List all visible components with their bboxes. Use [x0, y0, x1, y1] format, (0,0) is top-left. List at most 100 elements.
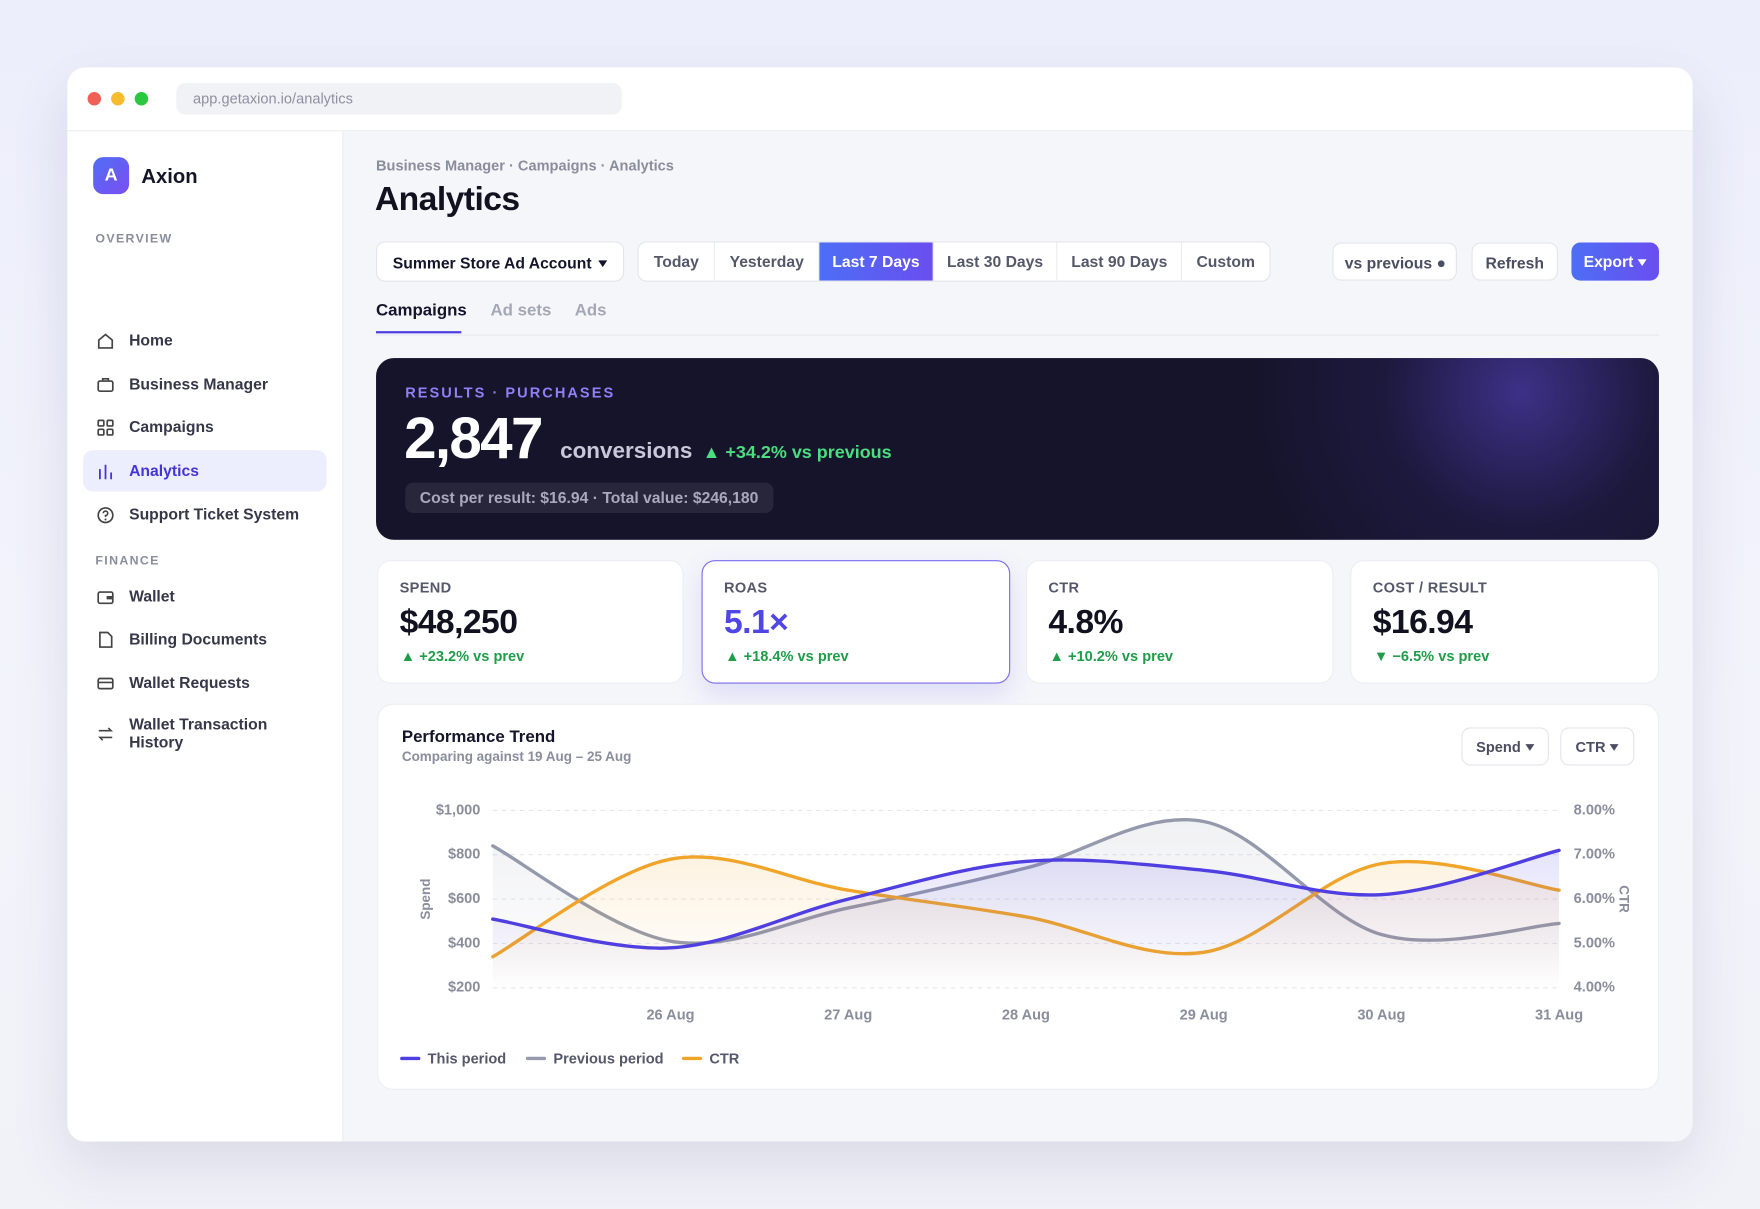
y2-tick-label: 5.00% [1574, 935, 1615, 951]
y2-tick-label: 6.00% [1574, 891, 1615, 907]
caret [1637, 259, 1647, 267]
y2-tick-label: 8.00% [1574, 802, 1615, 818]
tab-divider [376, 334, 1659, 336]
chart-title: Performance Trend [401, 727, 556, 747]
close-dot[interactable] [87, 92, 102, 106]
x-tick-label: 27 Aug [824, 1008, 872, 1024]
x-tick-label: 31 Aug [1535, 1008, 1583, 1024]
plot: $200 $400 $600 $800 $1,000 4.00% 5.00% 6.00% 7.0… [400, 802, 1632, 1067]
results-banner: RESULTS · PURCHASES 2,847 conversions ▲ … [376, 358, 1659, 540]
x-tick-label: 29 Aug [1180, 1008, 1228, 1024]
nav-label: Support Ticket System [129, 505, 300, 524]
kpi-delta: ▲ +23.2% vs prev [400, 647, 525, 665]
range-option[interactable]: Today [639, 242, 716, 281]
refresh-button[interactable]: Refresh [1471, 242, 1558, 281]
caret [1609, 744, 1619, 751]
y2-tick-label: 7.00% [1574, 847, 1615, 863]
kpi-value: 4.8% [1048, 603, 1123, 641]
kpi-card[interactable]: CTR 4.8% ▲ +10.2% vs prev [1025, 560, 1334, 684]
metric-label: CTR [1575, 738, 1606, 756]
y-tick-label: $400 [448, 935, 480, 951]
account-select[interactable]: Summer Store Ad Account [376, 241, 625, 282]
nav-label: Home [129, 331, 173, 350]
kpi-card-active[interactable]: ROAS 5.1× ▲ +18.4% vs prev [701, 560, 1011, 684]
kpi-delta: ▲ +10.2% vs prev [1049, 647, 1174, 665]
banner-unit: conversions [560, 438, 693, 464]
nav-label: Wallet Requests [129, 673, 250, 692]
metric-select[interactable]: CTR [1560, 727, 1635, 766]
range-option[interactable]: Custom [1196, 252, 1255, 271]
nav-item[interactable]: Wallet Requests [83, 662, 327, 704]
nav-label: Campaigns [129, 417, 214, 436]
tab-active[interactable]: Campaigns [376, 300, 467, 320]
icon [97, 419, 114, 436]
maximize-dot[interactable] [134, 92, 149, 106]
nav-label: Business Manager [129, 374, 268, 393]
x-tick-label: 26 Aug [646, 1008, 694, 1024]
kpi-label: SPEND [399, 579, 452, 597]
banner-value: 2,847 [404, 406, 543, 472]
kpi-value: $16.94 [1372, 603, 1473, 641]
nav-item[interactable]: Wallet Transaction History [83, 713, 327, 755]
series-line [491, 848, 1561, 950]
breadcrumb: Business Manager · Campaigns · Analytics [376, 157, 674, 174]
range-option[interactable]: Last 30 Days [934, 242, 1058, 281]
icon [99, 631, 113, 648]
icon [99, 464, 113, 480]
y2-tick-label: 4.00% [1574, 980, 1615, 996]
icon [97, 507, 114, 524]
nav-label: Wallet Transaction History [129, 715, 268, 751]
kpi-card[interactable]: COST / RESULT $16.94 ▼ −6.5% vs prev [1350, 560, 1659, 684]
minimize-dot[interactable] [111, 92, 125, 106]
page-title: Analytics [374, 180, 520, 218]
y-tick-label: $600 [448, 891, 480, 907]
url-bar[interactable]: app.getaxion.io/analytics [176, 83, 622, 115]
y-tick-label: $800 [448, 847, 480, 863]
banner-details: Cost per result: $16.94 · Total value: $… [405, 482, 773, 513]
nav-label: Analytics [129, 461, 199, 480]
kpi-value: $48,250 [399, 603, 518, 641]
x-tick-label: 30 Aug [1357, 1008, 1405, 1024]
icon [97, 677, 114, 690]
sidebar: A Axion OVERVIEW Home Business Manager C… [67, 131, 344, 1142]
compare-button[interactable]: vs previous [1332, 242, 1457, 281]
range-option[interactable]: Yesterday [715, 242, 820, 281]
tab[interactable]: Ads [574, 300, 607, 320]
icon [97, 333, 114, 349]
caret [598, 260, 608, 268]
legend-label: This period [428, 1051, 507, 1067]
export-button[interactable]: Export [1571, 242, 1659, 281]
nav-item[interactable]: Home [83, 320, 327, 362]
metric-select[interactable]: Spend [1461, 727, 1549, 766]
nav-item-active[interactable]: Analytics [83, 450, 327, 492]
nav-item[interactable]: Wallet [83, 576, 327, 618]
nav-label: Billing Documents [129, 629, 268, 648]
icon [97, 591, 114, 605]
banner-label: RESULTS · PURCHASES [405, 383, 616, 401]
compare-dot [1437, 260, 1445, 268]
nav-item[interactable]: Campaigns [83, 406, 327, 448]
range-option-active[interactable]: Last 7 Days [819, 242, 934, 281]
section-title: OVERVIEW [95, 232, 173, 246]
account-label: Summer Store Ad Account [392, 253, 592, 272]
brand: Axion [141, 165, 198, 188]
nav-item[interactable]: Business Manager [83, 364, 327, 406]
x-tick-label: 28 Aug [1002, 1008, 1050, 1024]
tab[interactable]: Ad sets [490, 300, 552, 320]
kpi-label: CTR [1048, 579, 1080, 597]
browser-bar: app.getaxion.io/analytics [67, 67, 1693, 132]
kpi-card[interactable]: SPEND $48,250 ▲ +23.2% vs prev [377, 560, 684, 684]
range-selector: Today Yesterday Last 7 Days Last 30 Days… [637, 241, 1271, 282]
chart: $200 $400 $600 $800 $1,000 4.00% 5.00% 6.00% 7.0… [400, 802, 1632, 1067]
kpi-label: COST / RESULT [1372, 579, 1488, 597]
nav-item[interactable]: Support Ticket System [83, 494, 327, 536]
y-tick-label: $1,000 [436, 802, 481, 818]
range-option[interactable]: Last 90 Days [1058, 242, 1182, 281]
tab-underline [376, 331, 462, 334]
compare-label: vs previous [1344, 253, 1433, 272]
metric-label: Spend [1476, 738, 1521, 756]
nav-item[interactable]: Billing Documents [83, 618, 327, 660]
chart-subtitle: Comparing against 19 Aug – 25 Aug [401, 748, 632, 765]
